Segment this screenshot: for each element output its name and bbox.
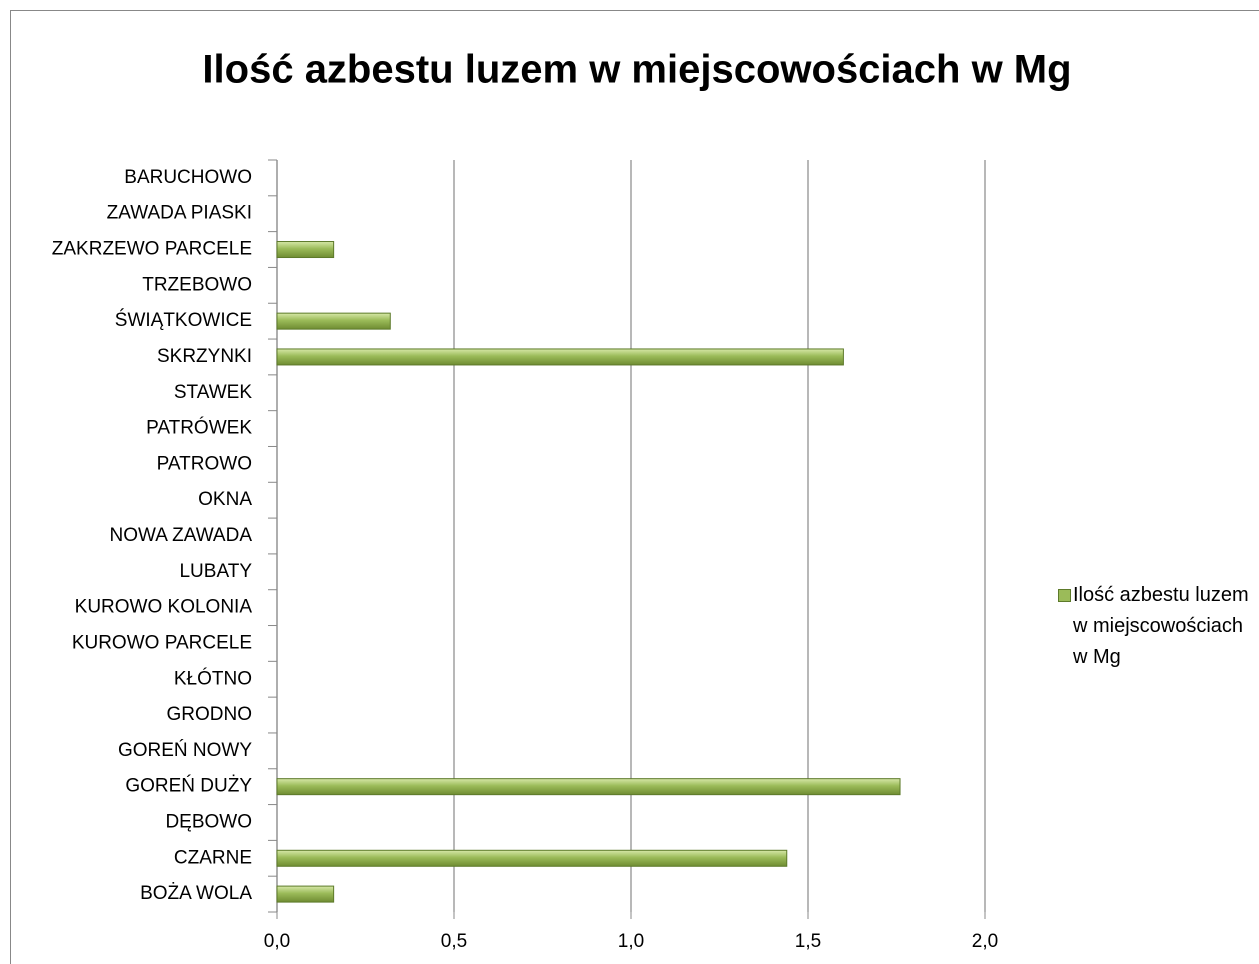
y-tick-label: CZARNE: [174, 847, 252, 868]
y-tick-label: BOŻA WOLA: [140, 883, 252, 904]
bar: [276, 778, 901, 796]
y-tick-label: ZAWADA PIASKI: [107, 203, 252, 224]
y-tick-label: DĘBOWO: [165, 811, 252, 832]
y-tick-label: TRZEBOWO: [142, 274, 252, 295]
y-tick-label: BARUCHOWO: [124, 167, 252, 188]
bar: [276, 348, 844, 366]
y-tick-label: ZAKRZEWO PARCELE: [52, 239, 252, 260]
y-tick-label: STAWEK: [174, 382, 252, 403]
y-tick-label: KUROWO KOLONIA: [75, 597, 253, 618]
y-tick-label: KŁÓTNO: [174, 667, 252, 689]
bar: [276, 885, 335, 903]
legend-swatch: [1058, 589, 1071, 602]
y-tick-label: OKNA: [198, 489, 252, 510]
chart-border: [10, 10, 1259, 964]
y-tick-label: PATRÓWEK: [146, 417, 252, 439]
bar: [276, 312, 391, 330]
x-tick-label: 1,5: [795, 931, 821, 952]
y-tick-label: GRODNO: [167, 704, 253, 725]
y-tick-label: ŚWIĄTKOWICE: [115, 309, 252, 331]
y-tick-label: LUBATY: [179, 561, 252, 582]
legend-label: Ilość azbestu luzem w miejscowościach w …: [1073, 584, 1249, 668]
y-tick-label: SKRZYNKI: [157, 346, 252, 367]
chart-title: Ilość azbestu luzem w miejscowościach w …: [202, 48, 1071, 92]
bar: [276, 241, 335, 259]
bar: [276, 849, 788, 867]
x-tick-label: 0,0: [264, 931, 290, 952]
y-tick-label: GOREŃ DUŻY: [125, 776, 252, 797]
x-tick-label: 2,0: [972, 931, 998, 952]
x-tick-label: 0,5: [441, 931, 467, 952]
y-tick-label: NOWA ZAWADA: [110, 525, 253, 546]
x-tick-label: 1,0: [618, 931, 644, 952]
y-tick-label: KUROWO PARCELE: [72, 632, 252, 653]
y-tick-label: GOREŃ NOWY: [118, 740, 252, 761]
y-tick-label: PATROWO: [157, 453, 252, 474]
